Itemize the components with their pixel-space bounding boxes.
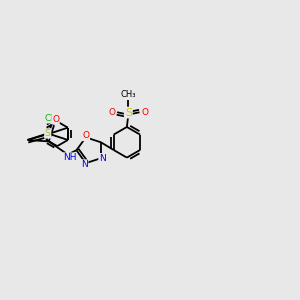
Text: Cl: Cl xyxy=(45,114,54,123)
Text: O: O xyxy=(82,131,89,140)
Text: S: S xyxy=(45,129,51,138)
Text: N: N xyxy=(81,160,88,169)
Text: S: S xyxy=(125,108,132,118)
Text: N: N xyxy=(99,154,106,163)
Text: O: O xyxy=(108,108,115,117)
Text: O: O xyxy=(141,108,148,117)
Text: CH₃: CH₃ xyxy=(121,89,136,98)
Text: NH: NH xyxy=(63,153,76,162)
Text: O: O xyxy=(52,115,59,124)
